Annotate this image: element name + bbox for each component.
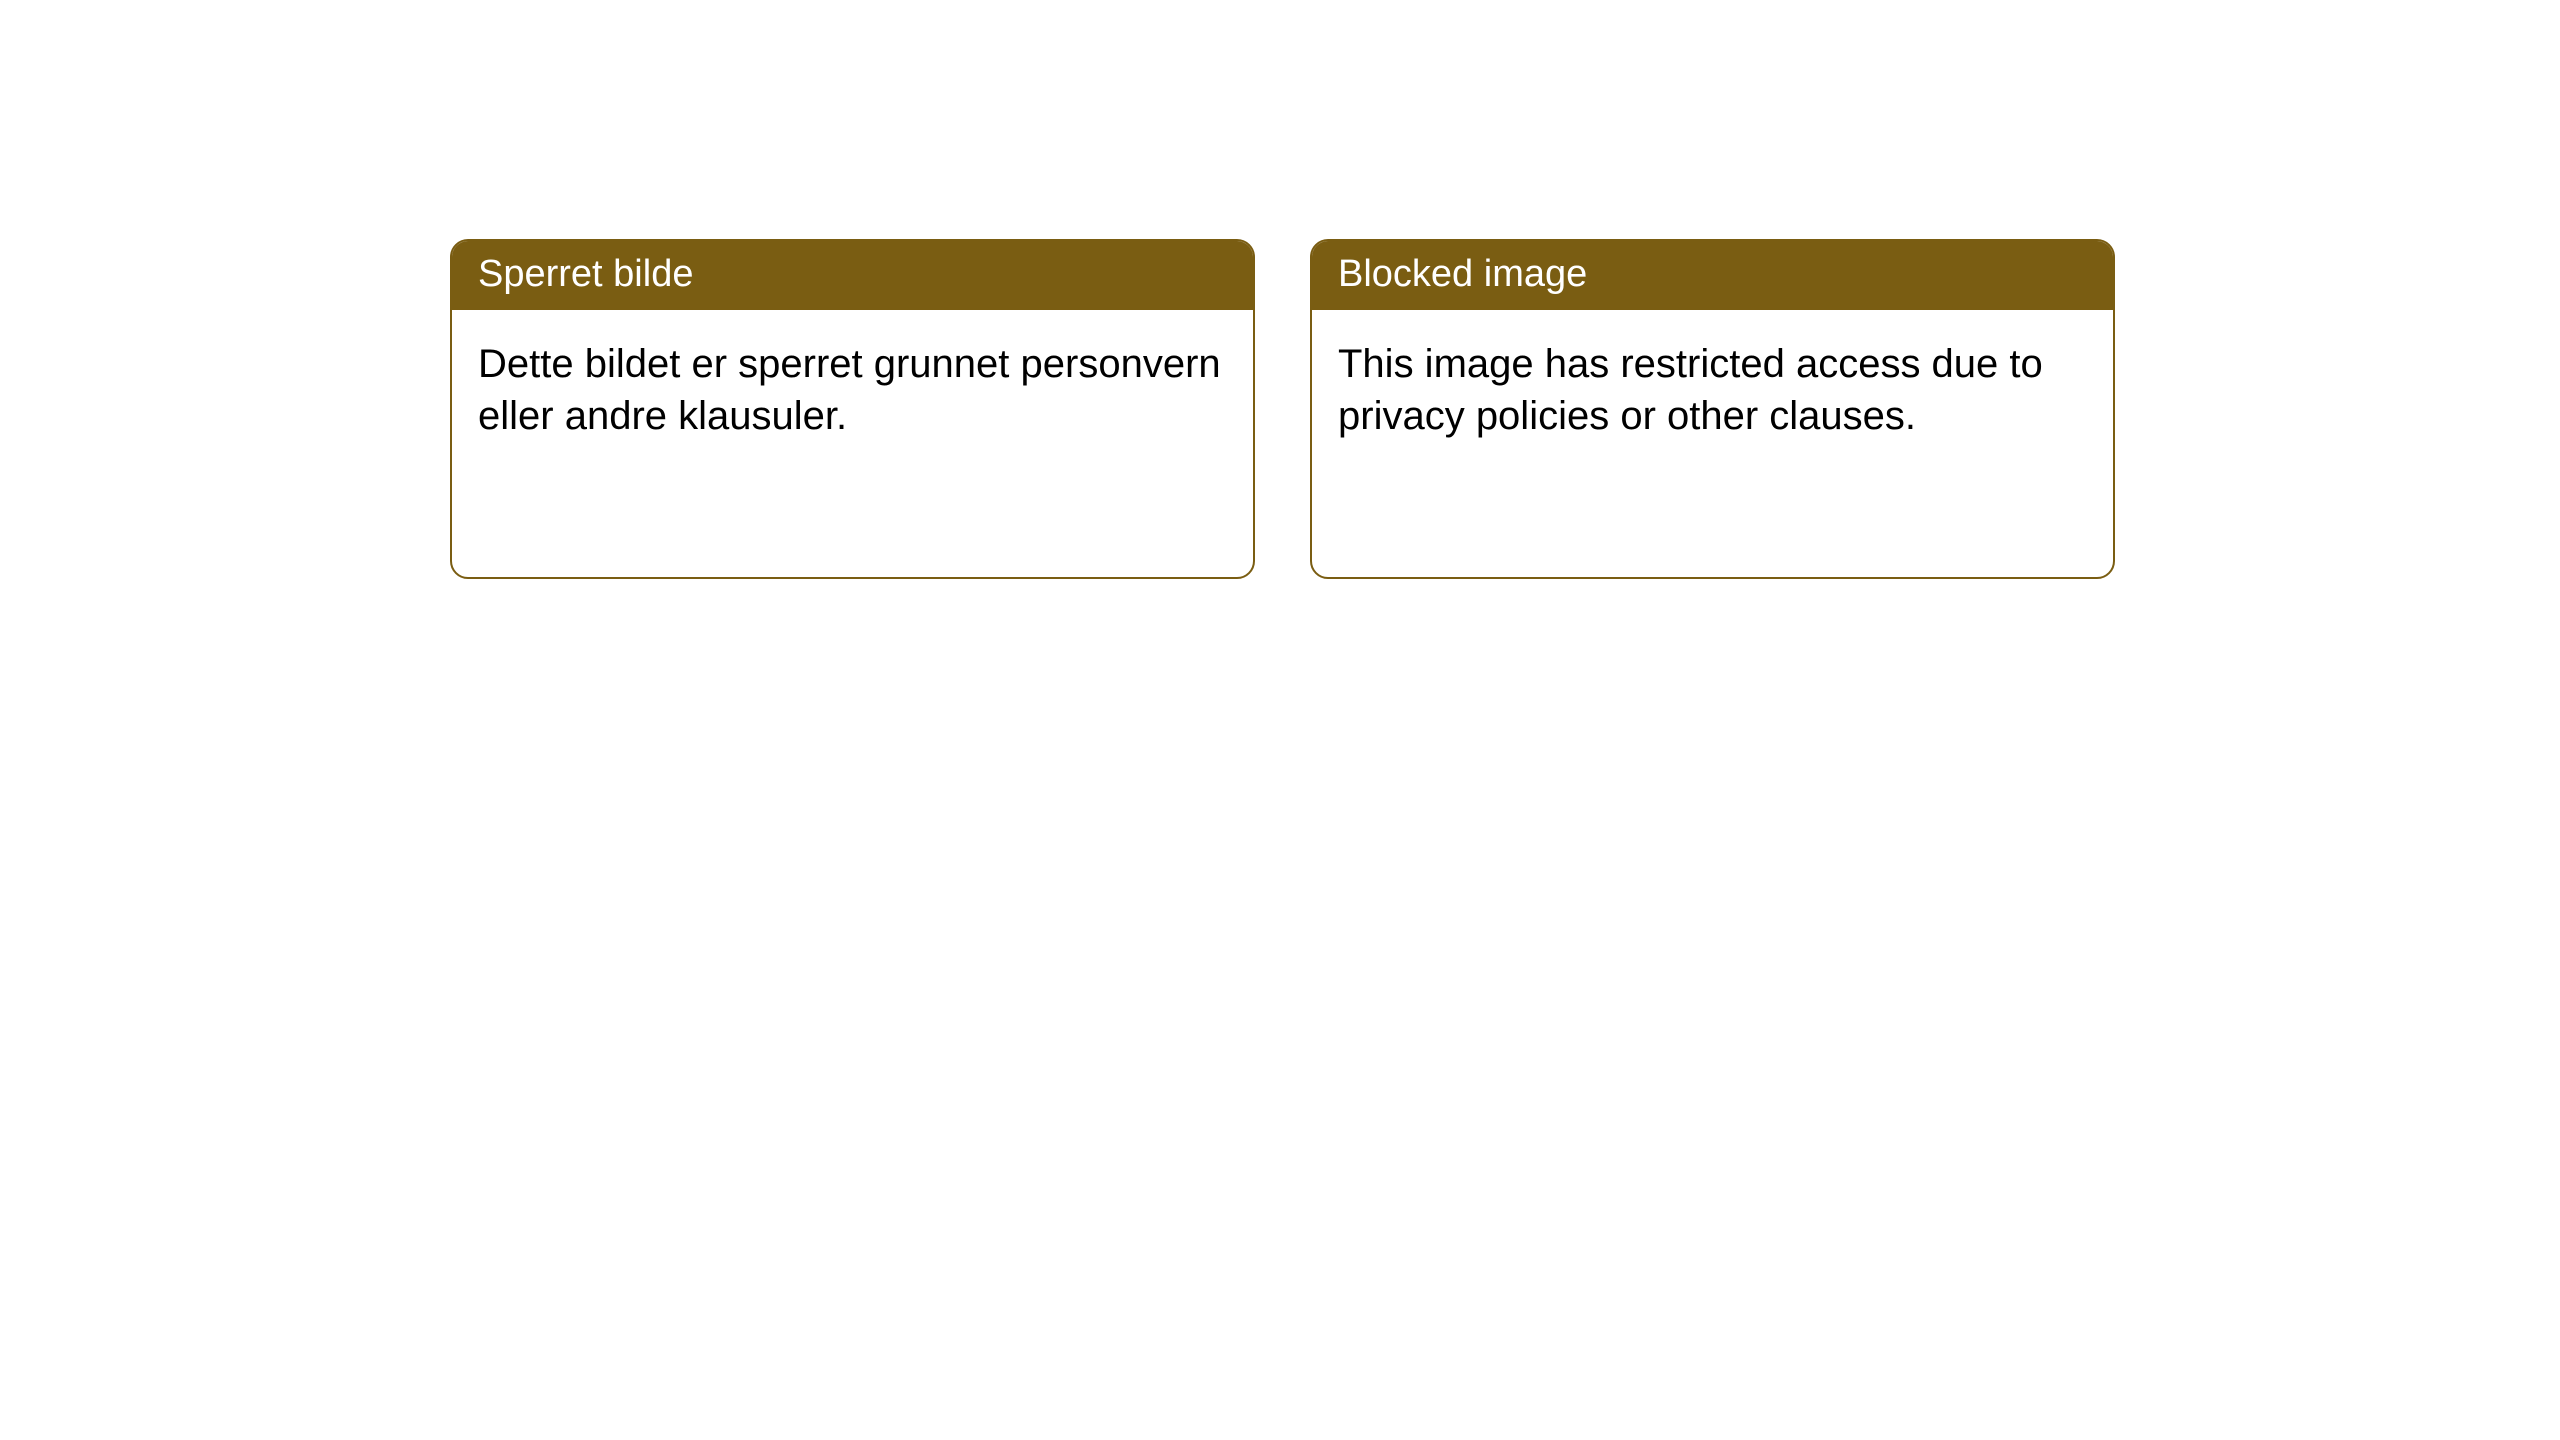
card-body: Dette bildet er sperret grunnet personve…: [452, 310, 1253, 471]
notice-container: Sperret bilde Dette bildet er sperret gr…: [450, 239, 2115, 579]
card-title: Blocked image: [1338, 253, 1587, 295]
card-title: Sperret bilde: [478, 253, 693, 295]
card-header: Sperret bilde: [452, 241, 1253, 310]
card-body-text: Dette bildet er sperret grunnet personve…: [478, 342, 1221, 438]
card-body-text: This image has restricted access due to …: [1338, 342, 2043, 438]
card-header: Blocked image: [1312, 241, 2113, 310]
blocked-image-card-en: Blocked image This image has restricted …: [1310, 239, 2115, 579]
blocked-image-card-no: Sperret bilde Dette bildet er sperret gr…: [450, 239, 1255, 579]
card-body: This image has restricted access due to …: [1312, 310, 2113, 471]
